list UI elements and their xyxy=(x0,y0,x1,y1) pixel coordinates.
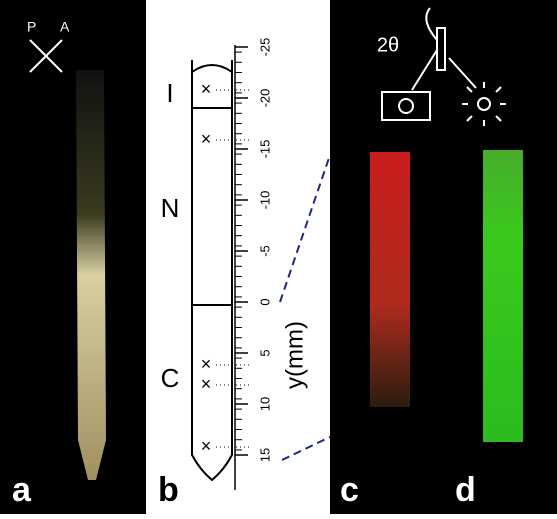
tick-label: -25 xyxy=(257,38,272,57)
panel-letter: d xyxy=(455,471,476,509)
phase-label: N xyxy=(161,193,180,223)
marker: × xyxy=(201,79,212,99)
tube-photo xyxy=(76,70,106,480)
page: P A a I N C ××××× -25-20-15-10-5051015 y… xyxy=(0,0,557,519)
tick-label: -15 xyxy=(257,140,272,159)
marker: × xyxy=(201,374,212,394)
panel-letter: c xyxy=(340,471,359,509)
ruler-label: y(mm) xyxy=(281,321,308,389)
red-column xyxy=(370,152,410,407)
marker: × xyxy=(201,436,212,456)
marker: × xyxy=(201,129,212,149)
tick-label: 15 xyxy=(257,448,272,462)
green-column xyxy=(483,150,523,442)
figure: P A a I N C ××××× -25-20-15-10-5051015 y… xyxy=(0,0,557,514)
marker: × xyxy=(201,354,212,374)
panel-letter: b xyxy=(158,471,179,509)
tick-label: -10 xyxy=(257,191,272,210)
panel-letter: a xyxy=(12,471,32,509)
tick-label: -5 xyxy=(257,245,272,257)
phase-label: C xyxy=(161,363,180,393)
tick-label: 5 xyxy=(257,349,272,356)
tick-label: -20 xyxy=(257,89,272,108)
phase-label: I xyxy=(166,78,173,108)
tick-label: 0 xyxy=(257,298,272,305)
angle-label: 2θ xyxy=(377,34,399,56)
polarizer-label: P xyxy=(27,19,36,35)
tick-label: 10 xyxy=(257,397,272,411)
panel-a-bg xyxy=(0,0,146,514)
analyzer-label: A xyxy=(60,19,70,35)
